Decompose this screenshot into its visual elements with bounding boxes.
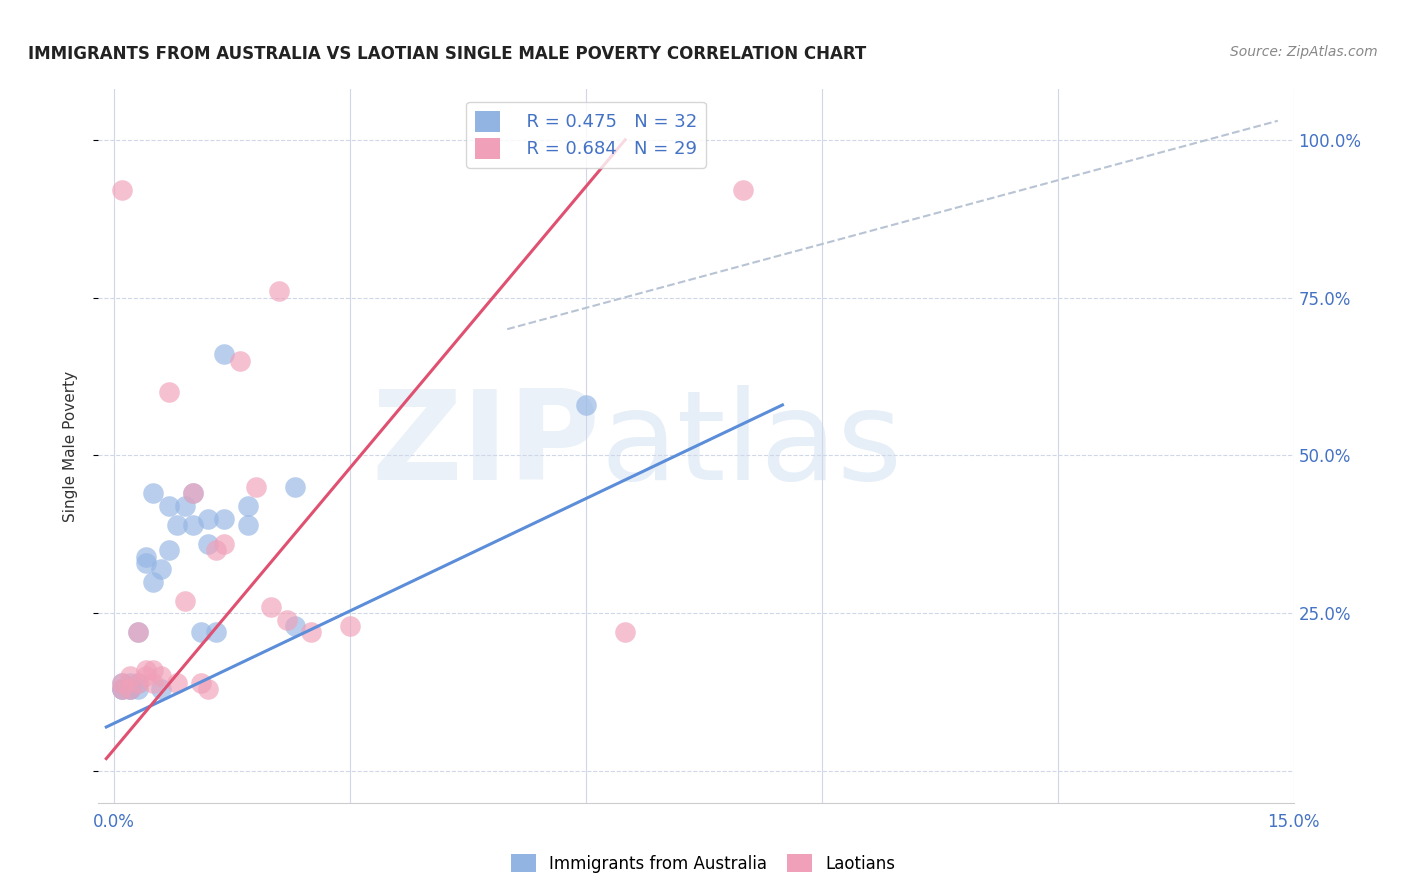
Point <box>135 669 157 683</box>
Point <box>236 499 259 513</box>
Point <box>269 285 291 299</box>
Point <box>111 675 134 690</box>
Point <box>142 663 165 677</box>
Text: ZIP: ZIP <box>371 385 600 507</box>
Point <box>118 675 141 690</box>
Point <box>284 480 307 494</box>
Point <box>284 619 307 633</box>
Point <box>197 537 219 551</box>
Point <box>236 517 259 532</box>
Point <box>157 543 180 558</box>
Point <box>212 347 235 361</box>
Text: atlas: atlas <box>600 385 903 507</box>
Point <box>150 682 173 697</box>
Point <box>181 486 204 500</box>
Point <box>245 480 267 494</box>
Point <box>142 486 165 500</box>
Point <box>142 574 165 589</box>
Point <box>205 625 228 640</box>
Point <box>276 613 298 627</box>
Point <box>733 183 755 197</box>
Point <box>260 600 283 615</box>
Legend: Immigrants from Australia, Laotians: Immigrants from Australia, Laotians <box>503 847 903 880</box>
Point <box>127 682 149 697</box>
Point <box>127 675 149 690</box>
Point <box>339 619 361 633</box>
Point <box>166 517 188 532</box>
Point <box>118 682 141 697</box>
Point <box>229 353 252 368</box>
Point <box>166 675 188 690</box>
Point <box>190 675 212 690</box>
Point <box>118 682 141 697</box>
Point <box>157 385 180 400</box>
Point <box>118 682 141 697</box>
Point <box>135 556 157 570</box>
Text: IMMIGRANTS FROM AUSTRALIA VS LAOTIAN SINGLE MALE POVERTY CORRELATION CHART: IMMIGRANTS FROM AUSTRALIA VS LAOTIAN SIN… <box>28 45 866 62</box>
Y-axis label: Single Male Poverty: Single Male Poverty <box>63 370 77 522</box>
Point <box>111 183 134 197</box>
Point <box>212 537 235 551</box>
Point <box>150 669 173 683</box>
Point <box>150 562 173 576</box>
Point <box>181 486 204 500</box>
Point <box>127 625 149 640</box>
Point <box>205 543 228 558</box>
Point <box>111 682 134 697</box>
Point <box>575 398 598 412</box>
Point <box>142 675 165 690</box>
Point <box>157 499 180 513</box>
Point <box>614 625 637 640</box>
Point <box>135 663 157 677</box>
Point <box>299 625 322 640</box>
Point <box>111 675 134 690</box>
Point <box>135 549 157 564</box>
Point <box>127 675 149 690</box>
Point <box>111 682 134 697</box>
Point <box>127 625 149 640</box>
Legend:   R = 0.475   N = 32,   R = 0.684   N = 29: R = 0.475 N = 32, R = 0.684 N = 29 <box>465 102 706 168</box>
Point <box>118 669 141 683</box>
Point <box>181 517 204 532</box>
Point <box>197 511 219 525</box>
Point <box>174 593 197 607</box>
Point <box>197 682 219 697</box>
Text: Source: ZipAtlas.com: Source: ZipAtlas.com <box>1230 45 1378 59</box>
Point <box>174 499 197 513</box>
Point <box>190 625 212 640</box>
Point <box>212 511 235 525</box>
Point <box>111 682 134 697</box>
